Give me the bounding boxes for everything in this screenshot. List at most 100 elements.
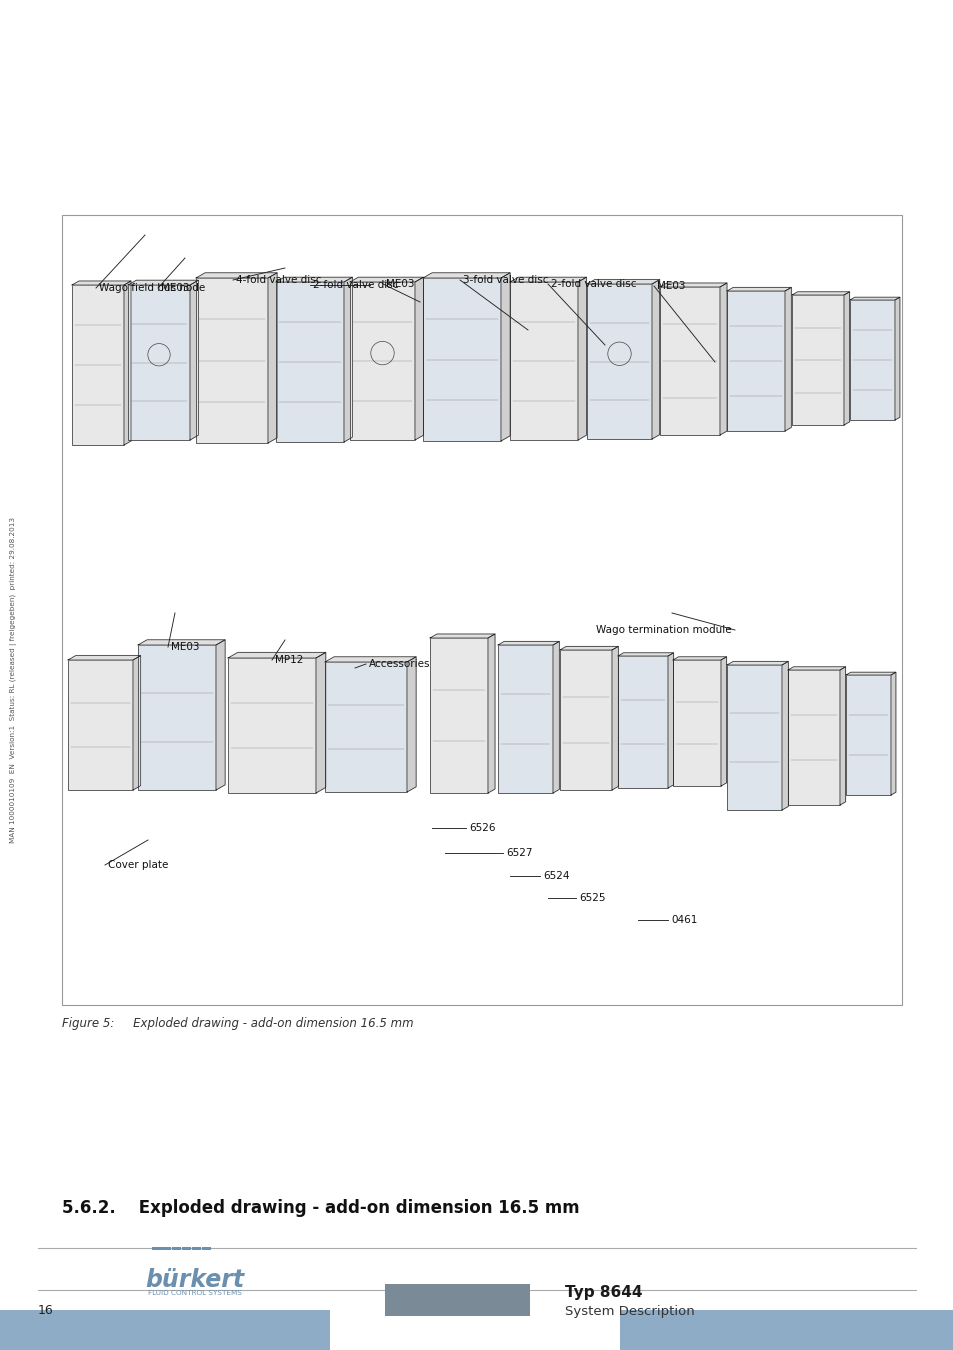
Bar — [559, 649, 612, 790]
Text: 5.6.2.    Exploded drawing - add-on dimension 16.5 mm: 5.6.2. Exploded drawing - add-on dimensi… — [62, 1199, 579, 1216]
Polygon shape — [430, 634, 495, 639]
Bar — [672, 660, 720, 786]
Polygon shape — [128, 281, 198, 285]
Polygon shape — [415, 277, 423, 440]
Polygon shape — [890, 672, 895, 795]
Text: Figure 5:     Exploded drawing - add-on dimension 16.5 mm: Figure 5: Exploded drawing - add-on dime… — [62, 1017, 414, 1030]
Polygon shape — [510, 277, 586, 282]
Text: ME03: ME03 — [657, 281, 685, 292]
Polygon shape — [667, 653, 673, 788]
Polygon shape — [849, 297, 899, 300]
Bar — [619, 1310, 953, 1350]
Polygon shape — [215, 640, 225, 790]
Polygon shape — [422, 273, 510, 278]
Text: ME03: ME03 — [161, 284, 190, 293]
Bar — [195, 278, 268, 443]
Text: 16: 16 — [38, 1304, 53, 1316]
Text: 6524: 6524 — [542, 871, 569, 882]
Bar — [128, 285, 190, 440]
Polygon shape — [488, 634, 495, 792]
Text: 6526: 6526 — [469, 824, 495, 833]
Polygon shape — [726, 662, 787, 666]
Text: 4-fold valve disc: 4-fold valve disc — [235, 275, 321, 285]
Polygon shape — [497, 641, 558, 645]
Polygon shape — [553, 641, 558, 792]
Polygon shape — [68, 656, 140, 660]
Polygon shape — [190, 281, 198, 440]
Polygon shape — [784, 288, 790, 431]
Polygon shape — [787, 667, 844, 670]
Text: 0461: 0461 — [670, 915, 697, 925]
Polygon shape — [586, 279, 659, 284]
Bar — [62, 215, 901, 1004]
Polygon shape — [840, 667, 844, 805]
Polygon shape — [124, 281, 131, 446]
Bar — [325, 662, 407, 792]
Polygon shape — [228, 652, 326, 657]
Bar — [422, 278, 500, 441]
Text: System Description: System Description — [564, 1305, 694, 1318]
Polygon shape — [132, 656, 140, 790]
Text: Accessories: Accessories — [369, 659, 430, 670]
Text: deutsch: deutsch — [432, 1326, 482, 1338]
Text: ME03: ME03 — [171, 643, 199, 652]
Text: 6525: 6525 — [578, 892, 605, 903]
Bar — [228, 657, 315, 792]
Polygon shape — [71, 281, 131, 285]
Bar — [849, 300, 894, 420]
Polygon shape — [275, 277, 352, 282]
Polygon shape — [500, 273, 510, 441]
Polygon shape — [350, 277, 423, 282]
Text: 3-fold valve disc: 3-fold valve disc — [462, 275, 548, 285]
Polygon shape — [791, 292, 849, 296]
Polygon shape — [651, 279, 659, 439]
Text: FLUID CONTROL SYSTEMS: FLUID CONTROL SYSTEMS — [148, 1291, 242, 1296]
Text: ME03: ME03 — [386, 279, 414, 289]
Bar — [430, 639, 488, 792]
Bar — [618, 656, 667, 788]
Bar — [350, 282, 415, 440]
Polygon shape — [843, 292, 849, 425]
Text: MP12: MP12 — [274, 655, 303, 666]
Polygon shape — [578, 277, 586, 440]
Bar — [275, 282, 344, 441]
Bar — [71, 285, 124, 446]
Bar — [152, 1247, 170, 1250]
Bar — [497, 645, 553, 792]
Text: Cover plate: Cover plate — [108, 860, 168, 869]
Polygon shape — [672, 657, 726, 660]
Bar — [787, 670, 840, 805]
Bar — [726, 292, 784, 431]
Text: Wago termination module: Wago termination module — [596, 625, 731, 634]
Polygon shape — [720, 284, 726, 435]
Bar — [726, 666, 781, 810]
Polygon shape — [407, 657, 416, 792]
Text: Typ 8644: Typ 8644 — [564, 1285, 641, 1300]
Bar — [510, 282, 578, 440]
Bar — [138, 645, 215, 790]
Bar — [385, 1284, 530, 1316]
Bar — [192, 1247, 201, 1250]
Bar — [659, 288, 720, 435]
Polygon shape — [325, 657, 416, 661]
Polygon shape — [315, 652, 326, 792]
Bar — [791, 296, 843, 425]
Polygon shape — [894, 297, 899, 420]
Bar — [202, 1247, 211, 1250]
Polygon shape — [720, 657, 726, 786]
Polygon shape — [559, 647, 618, 649]
Polygon shape — [659, 284, 726, 288]
Polygon shape — [612, 647, 618, 790]
Bar — [586, 284, 651, 439]
Text: MAN 1000010109  EN  Version:1  Status: RL (released | freigegeben)  printed: 29.: MAN 1000010109 EN Version:1 Status: RL (… — [10, 517, 17, 842]
Bar — [68, 660, 132, 790]
Text: 2-fold valve disc: 2-fold valve disc — [313, 279, 398, 290]
Polygon shape — [726, 288, 790, 292]
Polygon shape — [618, 653, 673, 656]
Text: Wago field bus node: Wago field bus node — [99, 284, 205, 293]
Text: 2-fold valve disc: 2-fold valve disc — [551, 279, 636, 289]
Polygon shape — [268, 273, 276, 443]
Polygon shape — [138, 640, 225, 645]
Text: 6527: 6527 — [505, 848, 532, 859]
Polygon shape — [845, 672, 895, 675]
